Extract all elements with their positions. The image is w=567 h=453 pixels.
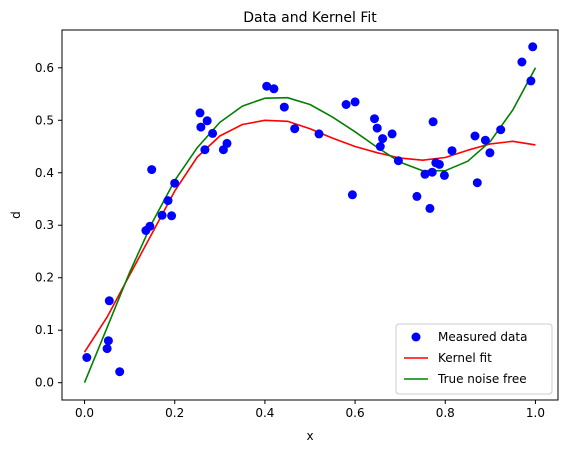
data-point — [470, 131, 480, 141]
data-point — [480, 135, 490, 145]
legend-frame — [395, 323, 553, 395]
data-point — [102, 344, 112, 354]
data-point — [262, 81, 272, 91]
x-axis-ticks: 0.0 0.2 0.4 0.6 0.8 1.0 — [75, 400, 545, 420]
y-axis-label: d — [9, 211, 23, 219]
legend-label-kernel-fit: Kernel fit — [438, 351, 492, 365]
data-point — [167, 211, 177, 221]
data-point — [526, 76, 536, 86]
data-point — [517, 57, 527, 67]
data-point — [115, 367, 125, 377]
x-tick-label: 0.8 — [436, 406, 455, 420]
data-point — [163, 196, 173, 206]
data-point — [370, 114, 379, 124]
y-tick-label: 0.2 — [35, 271, 54, 285]
data-point — [427, 167, 437, 177]
legend-marker-measured-data — [411, 332, 421, 342]
x-tick-label: 1.0 — [526, 406, 545, 420]
y-tick-label: 0.3 — [35, 218, 54, 232]
data-point — [103, 336, 113, 346]
data-point — [372, 123, 382, 133]
data-point — [290, 124, 300, 134]
data-point — [496, 125, 506, 135]
x-tick-label: 0.0 — [75, 406, 94, 420]
data-point — [420, 169, 430, 179]
data-point — [447, 146, 457, 156]
legend-label-measured-data: Measured data — [438, 330, 527, 344]
data-point — [147, 165, 157, 175]
data-point — [341, 100, 351, 109]
data-point — [157, 210, 167, 220]
data-point — [528, 42, 538, 52]
data-point — [269, 84, 279, 94]
legend: Measured data Kernel fit True noise free — [395, 323, 553, 395]
y-axis-ticks: 0.0 0.1 0.2 0.3 0.4 0.5 0.6 — [35, 61, 62, 390]
data-point — [425, 203, 435, 213]
data-point — [200, 145, 210, 155]
data-point — [375, 142, 385, 151]
y-tick-label: 0.1 — [35, 323, 54, 337]
data-point — [314, 129, 324, 139]
y-tick-label: 0.4 — [35, 166, 54, 180]
data-point — [202, 116, 212, 126]
legend-label-true-noise-free: True noise free — [437, 372, 527, 386]
data-point — [350, 97, 360, 107]
data-point — [196, 122, 206, 132]
data-point — [208, 128, 218, 138]
data-point — [195, 108, 205, 118]
data-point — [412, 191, 422, 201]
data-point — [82, 353, 92, 362]
x-tick-label: 0.4 — [255, 406, 274, 420]
data-point — [279, 102, 289, 112]
series-line-true-noise-free — [83, 67, 537, 384]
data-point — [222, 138, 232, 148]
data-point — [485, 148, 495, 158]
data-point — [387, 129, 397, 139]
x-tick-label: 0.6 — [346, 406, 365, 420]
data-point — [347, 190, 357, 200]
y-tick-label: 0.5 — [35, 113, 54, 127]
plot-area-frame — [61, 29, 559, 401]
data-point — [439, 170, 449, 180]
y-tick-label: 0.6 — [35, 61, 54, 75]
data-point — [393, 156, 403, 166]
x-tick-label: 0.2 — [165, 406, 184, 420]
chart-title: Data and Kernel Fit — [243, 10, 377, 26]
plot-marks — [82, 42, 538, 384]
x-axis-label: x — [306, 429, 313, 443]
data-point — [428, 117, 438, 127]
data-point — [104, 296, 114, 306]
data-point — [170, 178, 180, 188]
data-point — [472, 178, 482, 188]
data-point — [145, 221, 155, 231]
data-point — [434, 159, 444, 169]
data-point — [378, 134, 388, 144]
y-tick-label: 0.0 — [35, 376, 54, 390]
